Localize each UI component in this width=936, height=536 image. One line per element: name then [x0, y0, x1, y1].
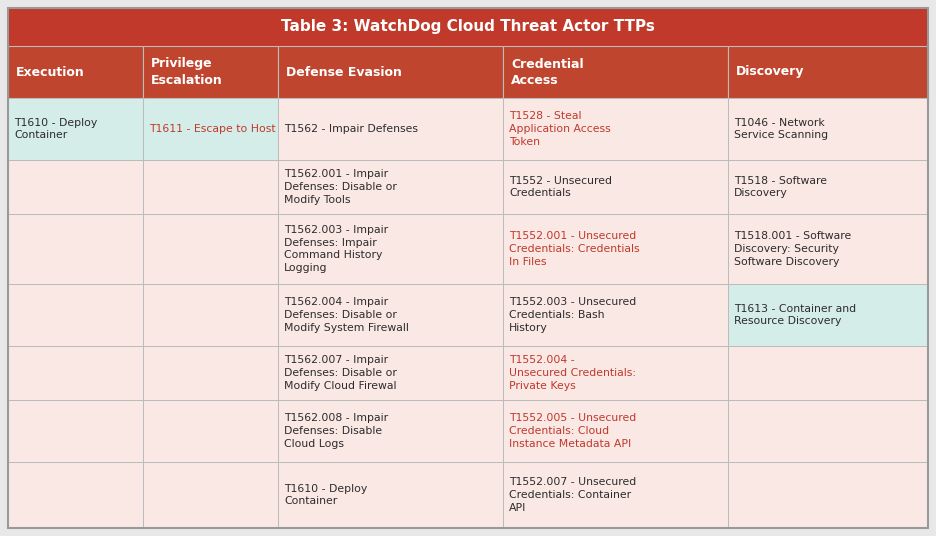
Text: T1562.007 - Impair
Defenses: Disable or
Modify Cloud Firewal: T1562.007 - Impair Defenses: Disable or … — [284, 355, 397, 391]
Bar — [143, 400, 278, 462]
Bar — [503, 98, 728, 160]
Bar — [8, 346, 143, 400]
Text: T1552.003 - Unsecured
Credentials: Bash
History: T1552.003 - Unsecured Credentials: Bash … — [509, 297, 636, 333]
Text: T1562 - Impair Defenses: T1562 - Impair Defenses — [284, 124, 418, 134]
Bar — [728, 346, 928, 400]
Bar — [143, 98, 278, 160]
Bar — [728, 214, 928, 284]
Bar — [8, 46, 143, 98]
Text: T1552.004 -
Unsecured Credentials:
Private Keys: T1552.004 - Unsecured Credentials: Priva… — [509, 355, 636, 391]
Text: T1611 - Escape to Host: T1611 - Escape to Host — [149, 124, 275, 134]
Bar — [728, 284, 928, 346]
Bar — [503, 214, 728, 284]
Text: Defense Evasion: Defense Evasion — [286, 65, 402, 78]
Text: T1528 - Steal
Application Access
Token: T1528 - Steal Application Access Token — [509, 111, 611, 147]
Bar — [278, 214, 503, 284]
Bar — [503, 462, 728, 528]
Bar — [728, 400, 928, 462]
Bar — [143, 46, 278, 98]
Bar — [8, 400, 143, 462]
Bar — [278, 462, 503, 528]
Bar — [143, 462, 278, 528]
Text: T1613 - Container and
Resource Discovery: T1613 - Container and Resource Discovery — [734, 303, 856, 326]
Bar — [503, 346, 728, 400]
Text: T1562.004 - Impair
Defenses: Disable or
Modify System Firewall: T1562.004 - Impair Defenses: Disable or … — [284, 297, 409, 333]
Text: T1562.008 - Impair
Defenses: Disable
Cloud Logs: T1562.008 - Impair Defenses: Disable Clo… — [284, 413, 388, 449]
Bar — [728, 46, 928, 98]
Bar — [728, 160, 928, 214]
Bar — [503, 46, 728, 98]
Bar — [8, 160, 143, 214]
Bar — [143, 346, 278, 400]
Bar — [278, 346, 503, 400]
Bar — [278, 160, 503, 214]
Bar — [278, 284, 503, 346]
Text: T1552.005 - Unsecured
Credentials: Cloud
Instance Metadata API: T1552.005 - Unsecured Credentials: Cloud… — [509, 413, 636, 449]
Text: T1518.001 - Software
Discovery: Security
Software Discovery: T1518.001 - Software Discovery: Security… — [734, 231, 851, 267]
Bar — [728, 98, 928, 160]
Bar — [503, 160, 728, 214]
Bar — [728, 462, 928, 528]
Text: Privilege
Escalation: Privilege Escalation — [151, 57, 223, 86]
Bar — [8, 8, 928, 46]
Text: T1046 - Network
Service Scanning: T1046 - Network Service Scanning — [734, 117, 828, 140]
Bar — [8, 214, 143, 284]
Bar — [8, 284, 143, 346]
Text: T1552.007 - Unsecured
Credentials: Container
API: T1552.007 - Unsecured Credentials: Conta… — [509, 477, 636, 513]
Bar — [503, 284, 728, 346]
Text: T1610 - Deploy
Container: T1610 - Deploy Container — [284, 483, 367, 507]
Bar — [278, 98, 503, 160]
Bar — [8, 98, 143, 160]
Text: Table 3: WatchDog Cloud Threat Actor TTPs: Table 3: WatchDog Cloud Threat Actor TTP… — [281, 19, 655, 34]
Text: T1518 - Software
Discovery: T1518 - Software Discovery — [734, 176, 827, 198]
Bar — [143, 284, 278, 346]
Bar — [503, 400, 728, 462]
Bar — [278, 400, 503, 462]
Text: T1562.001 - Impair
Defenses: Disable or
Modify Tools: T1562.001 - Impair Defenses: Disable or … — [284, 169, 397, 205]
Bar — [143, 160, 278, 214]
Text: Discovery: Discovery — [736, 65, 805, 78]
Text: T1552 - Unsecured
Credentials: T1552 - Unsecured Credentials — [509, 176, 612, 198]
Text: T1552.001 - Unsecured
Credentials: Credentials
In Files: T1552.001 - Unsecured Credentials: Crede… — [509, 231, 639, 267]
Text: Credential
Access: Credential Access — [511, 57, 584, 86]
Bar — [143, 214, 278, 284]
Bar — [8, 462, 143, 528]
Bar — [278, 46, 503, 98]
Text: Execution: Execution — [16, 65, 85, 78]
Text: T1610 - Deploy
Container: T1610 - Deploy Container — [14, 117, 97, 140]
Text: T1562.003 - Impair
Defenses: Impair
Command History
Logging: T1562.003 - Impair Defenses: Impair Comm… — [284, 225, 388, 273]
